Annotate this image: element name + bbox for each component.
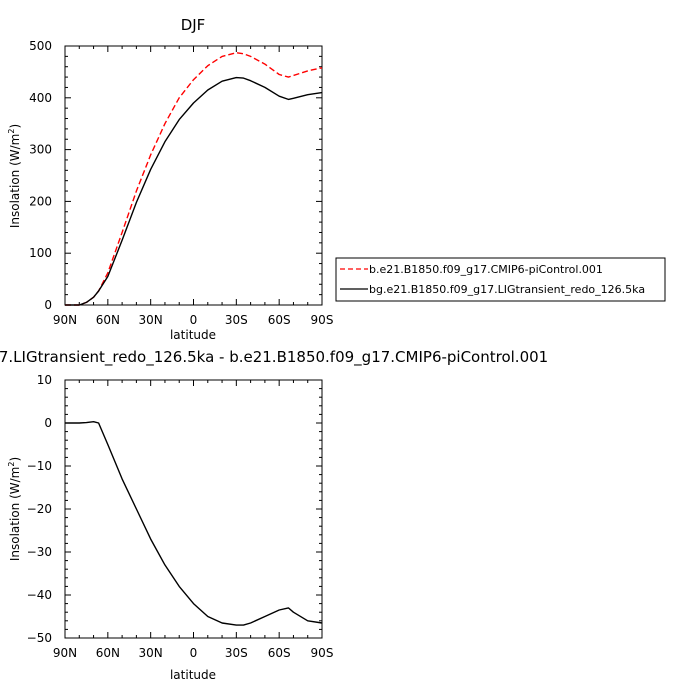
x-tick-label: 90S (311, 646, 334, 660)
legend-box (335, 257, 666, 302)
top-axis-ticks: 90N 60N 30N 0 30S 60S 90S 0 100 200 300 400 500 (29, 39, 333, 327)
y-tick-label: −20 (27, 502, 52, 516)
x-tick-label: 60S (268, 313, 291, 327)
top-chart-title: DJF (181, 16, 206, 34)
bottom-axis-ticks: 90N 60N 30N 0 30S 60S 90S 10 0 −10 −20 −30 −40 −50 (27, 373, 334, 660)
legend-label-LIGtransient: bg.e21.B1850.f09_g17.LIGtransient_redo_1… (369, 283, 645, 296)
x-tick-label: 0 (190, 313, 198, 327)
top-y-axis-label: Insolation (W/m2) (7, 124, 22, 228)
y-tick-label: 0 (44, 416, 52, 430)
x-tick-label: 30N (139, 646, 163, 660)
legend: b.e21.B1850.f09_g17.CMIP6-piControl.001 … (335, 257, 666, 302)
x-tick-label: 30N (139, 313, 163, 327)
bottom-panel: bg.e21.B1850.f09_g17.LIGtransient_redo_1… (0, 348, 548, 682)
bottom-plot-frame (64, 379, 323, 639)
legend-label-piControl: b.e21.B1850.f09_g17.CMIP6-piControl.001 (369, 263, 603, 276)
top-x-axis-label: latitude (170, 328, 216, 342)
y-tick-label: 300 (29, 143, 52, 157)
x-tick-label: 0 (190, 646, 198, 660)
bottom-x-axis-label: latitude (170, 668, 216, 682)
y-tick-label: 0 (44, 298, 52, 312)
y-tick-label: −50 (27, 631, 52, 645)
series-line-0-0 (65, 52, 323, 306)
bottom-chart-title: bg.e21.B1850.f09_g17.LIGtransient_redo_1… (0, 348, 548, 367)
x-tick-label: 30S (225, 313, 248, 327)
x-tick-label: 90N (53, 646, 77, 660)
y-tick-label: −10 (27, 459, 52, 473)
x-tick-label: 90S (311, 313, 334, 327)
y-tick-label: −40 (27, 588, 52, 602)
series-line-0-1 (65, 76, 323, 306)
top-series-lines (65, 52, 323, 306)
y-tick-label: 10 (37, 373, 52, 387)
x-tick-label: 90N (53, 313, 77, 327)
bottom-series-lines (65, 421, 323, 626)
y-tick-label: −30 (27, 545, 52, 559)
x-tick-label: 60N (96, 313, 120, 327)
top-panel: DJF latitude Insolation (W/m2) 90N 60N 30N… (7, 16, 333, 342)
y-tick-label: 200 (29, 194, 52, 208)
y-tick-label: 100 (29, 246, 52, 260)
y-tick-label: 400 (29, 91, 52, 105)
x-tick-label: 60N (96, 646, 120, 660)
top-plot-frame (64, 45, 323, 306)
bottom-y-axis-label: Insolation (W/m2) (7, 457, 22, 561)
y-tick-label: 500 (29, 39, 52, 53)
x-tick-label: 60S (268, 646, 291, 660)
x-tick-label: 30S (225, 646, 248, 660)
series-line-1-0 (65, 421, 323, 626)
